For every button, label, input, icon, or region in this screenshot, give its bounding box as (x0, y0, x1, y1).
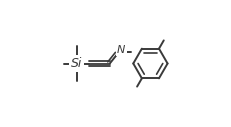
Text: Si: Si (71, 57, 82, 70)
Text: N: N (117, 45, 125, 55)
